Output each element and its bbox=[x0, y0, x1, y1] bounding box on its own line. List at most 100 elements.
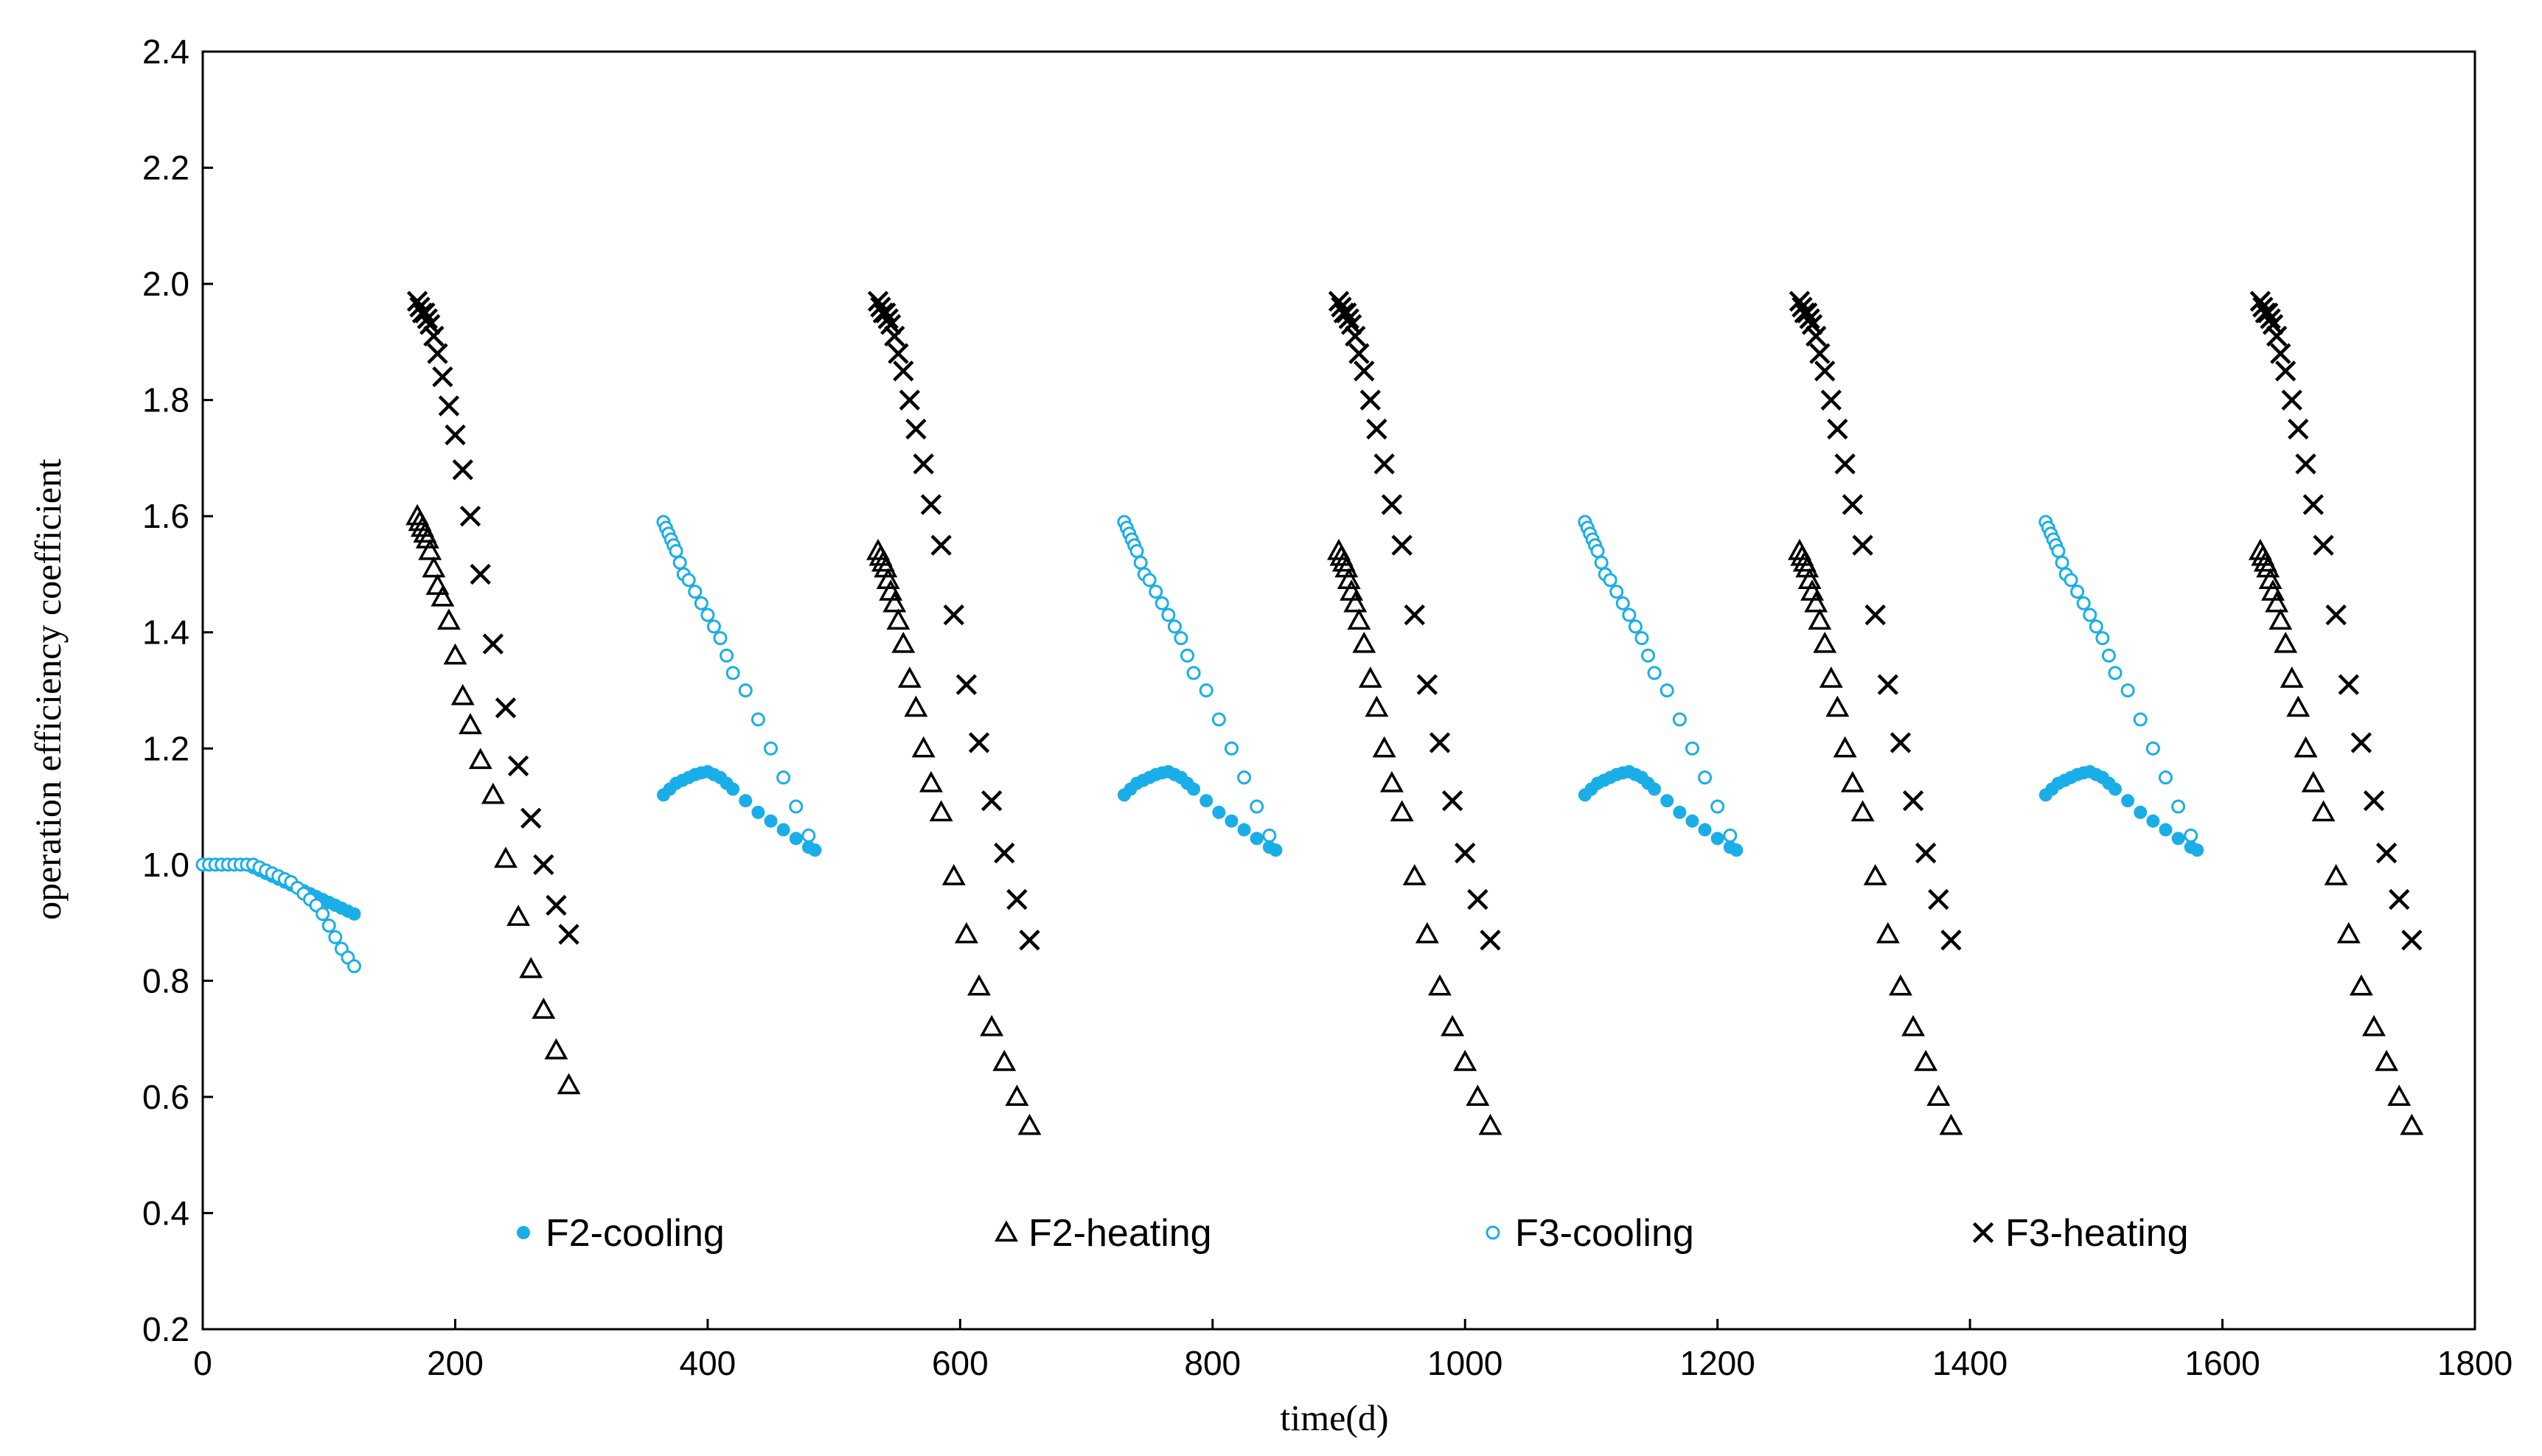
x-tick-label: 1400 bbox=[1932, 1344, 2008, 1382]
f3-cooling-point bbox=[1250, 799, 1264, 814]
f2-heating-point bbox=[1888, 974, 1912, 996]
legend-marker-f3-cooling bbox=[1486, 1225, 1500, 1240]
f3-heating-point bbox=[533, 854, 554, 876]
legend-marker-f2-cooling bbox=[517, 1226, 530, 1239]
f3-cooling-point bbox=[1167, 619, 1182, 634]
f3-heating-point bbox=[1805, 325, 1827, 347]
f3-heating-point bbox=[1359, 389, 1381, 411]
f2-cooling-point bbox=[2134, 805, 2148, 819]
f2-heating-point bbox=[1926, 1084, 1951, 1107]
f3-cooling-point bbox=[681, 573, 696, 588]
f3-cooling-point bbox=[1180, 648, 1195, 663]
f3-heating-point bbox=[546, 894, 567, 916]
f3-cooling-point bbox=[1161, 607, 1176, 622]
f2-cooling-point bbox=[2171, 832, 2185, 846]
f3-heating-point bbox=[1455, 842, 1476, 864]
f3-heating-point bbox=[1940, 930, 1962, 951]
f2-cooling-point bbox=[1212, 805, 1226, 819]
legend-label: F3-heating bbox=[2005, 1212, 2189, 1255]
f3-cooling-point bbox=[2076, 596, 2091, 610]
f2-heating-point bbox=[1390, 800, 1414, 822]
y-tick-label: 0.6 bbox=[142, 1078, 189, 1116]
f3-cooling-point bbox=[2133, 712, 2148, 727]
f3-heating-point bbox=[427, 343, 448, 364]
f3-cooling-point bbox=[1186, 666, 1201, 680]
f3-heating-point bbox=[2325, 604, 2347, 626]
f3-heating-point bbox=[1864, 604, 1886, 626]
f3-heating-point bbox=[2302, 494, 2325, 515]
f3-cooling-point bbox=[2064, 573, 2078, 588]
f3-cooling-point bbox=[801, 828, 816, 843]
f3-cooling-point bbox=[1685, 741, 1699, 756]
f2-cooling-point bbox=[789, 832, 803, 846]
f3-heating-point bbox=[2257, 302, 2279, 324]
f2-heating-point bbox=[519, 957, 543, 978]
f2-heating-point bbox=[1343, 591, 1368, 613]
f3-cooling-point bbox=[2051, 543, 2066, 558]
f3-cooling-point bbox=[1174, 631, 1188, 646]
f3-heating-point bbox=[1404, 604, 1425, 626]
x-tick-label: 1800 bbox=[2437, 1344, 2513, 1382]
f3-heating-point bbox=[1814, 360, 1836, 382]
f3-cooling-point bbox=[2159, 770, 2173, 785]
f3-heating-point bbox=[438, 395, 460, 417]
x-tick-label: 600 bbox=[932, 1344, 989, 1382]
f2-cooling-point bbox=[2146, 814, 2160, 828]
f3-heating-point bbox=[2270, 343, 2291, 364]
x-tick-label: 0 bbox=[193, 1344, 212, 1382]
f3-heating-point bbox=[1928, 888, 1949, 910]
f3-cooling-point bbox=[1590, 543, 1605, 558]
f3-heating-point bbox=[1006, 888, 1028, 910]
f3-heating-point bbox=[417, 308, 438, 330]
f2-heating-point bbox=[1876, 922, 1900, 944]
f3-heating-point bbox=[2260, 308, 2281, 330]
f2-heating-point bbox=[980, 1014, 1004, 1037]
f2-heating-point bbox=[2362, 1014, 2386, 1037]
f3-heating-point bbox=[2295, 453, 2316, 475]
y-tick-label: 0.2 bbox=[142, 1310, 189, 1348]
f3-heating-point bbox=[1429, 732, 1451, 753]
f2-cooling-point bbox=[1673, 805, 1687, 819]
f3-heating-point bbox=[1391, 534, 1413, 556]
f2-heating-point bbox=[1415, 922, 1439, 944]
f3-heating-point bbox=[943, 604, 964, 626]
f3-cooling-point bbox=[1211, 712, 1226, 727]
f2-heating-point bbox=[459, 713, 482, 734]
f2-heating-point bbox=[1863, 863, 1887, 885]
f3-heating-point bbox=[2350, 732, 2372, 753]
f2-heating-point bbox=[468, 748, 492, 770]
y-tick-label: 2.0 bbox=[142, 265, 189, 303]
f3-heating-point bbox=[1842, 494, 1864, 515]
f2-heating-point bbox=[2286, 695, 2311, 717]
f2-heating-point bbox=[1833, 736, 1857, 758]
f3-heating-point bbox=[558, 924, 579, 945]
f2-heating-point bbox=[557, 1073, 581, 1095]
x-tick-label: 400 bbox=[680, 1344, 737, 1382]
f3-cooling-point bbox=[2120, 683, 2135, 697]
f3-heating-point bbox=[423, 325, 445, 347]
f3-heating-point bbox=[1820, 389, 1842, 411]
series-f2-cooling bbox=[196, 764, 2204, 921]
f2-heating-point bbox=[425, 574, 450, 595]
plot-frame bbox=[201, 50, 2476, 1331]
f2-cooling-point bbox=[808, 843, 822, 857]
f3-cooling-point bbox=[2083, 607, 2097, 622]
f2-heating-point bbox=[2280, 666, 2304, 688]
f3-cooling-point bbox=[694, 596, 708, 610]
f2-heating-point bbox=[1819, 666, 1843, 688]
f3-heating-point bbox=[459, 506, 481, 527]
f3-cooling-point bbox=[1603, 573, 1618, 588]
f3-cooling-point bbox=[688, 585, 703, 599]
f3-cooling-point bbox=[1647, 666, 1662, 680]
f3-cooling-point bbox=[669, 543, 683, 558]
f3-heating-point bbox=[968, 732, 990, 753]
f2-cooling-point bbox=[1187, 782, 1201, 796]
f2-heating-point bbox=[2324, 863, 2348, 885]
f3-cooling-point bbox=[1698, 770, 1713, 785]
f2-heating-point bbox=[450, 683, 475, 706]
f3-cooling-point bbox=[347, 959, 361, 974]
f3-heating-point bbox=[1789, 290, 1811, 312]
f2-heating-point bbox=[1347, 608, 1371, 630]
x-tick-label: 1000 bbox=[1427, 1344, 1502, 1382]
series-f2-heating bbox=[405, 504, 2424, 1135]
